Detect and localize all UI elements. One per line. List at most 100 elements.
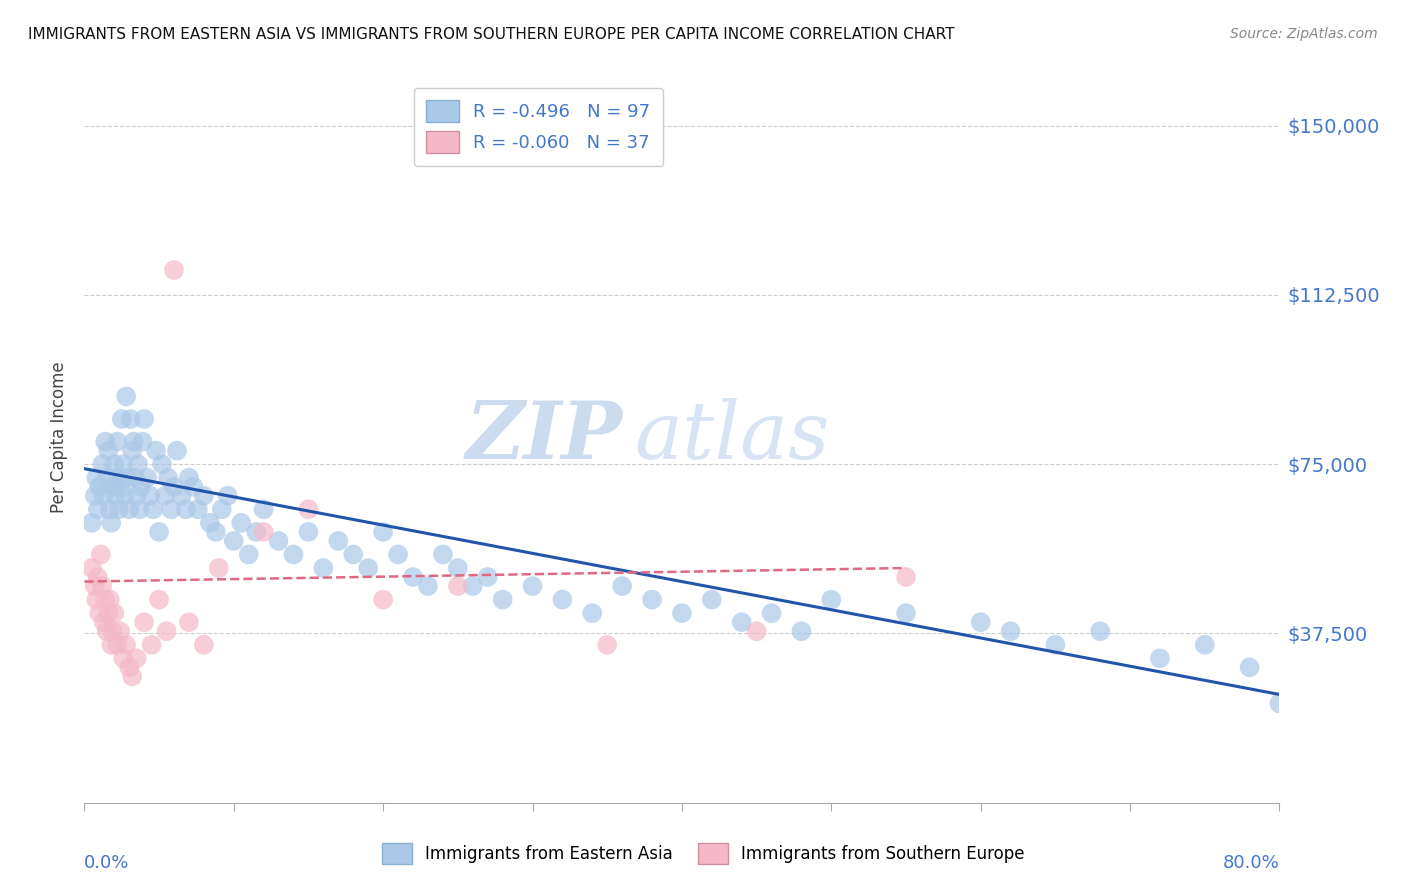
Point — [112, 457, 135, 471]
Point — [731, 615, 754, 630]
Point — [105, 471, 128, 485]
Point — [127, 457, 149, 471]
Point — [111, 412, 134, 426]
Point — [163, 480, 186, 494]
Point — [211, 502, 233, 516]
Point — [1194, 638, 1216, 652]
Point — [121, 669, 143, 683]
Point — [1045, 638, 1067, 652]
Point — [125, 651, 148, 665]
Point — [208, 561, 231, 575]
Point — [115, 389, 138, 403]
Point — [193, 489, 215, 503]
Point — [83, 489, 105, 503]
Point — [131, 434, 153, 449]
Point — [492, 592, 515, 607]
Point — [612, 579, 634, 593]
Point — [101, 624, 124, 639]
Point — [121, 443, 143, 458]
Text: Source: ZipAtlas.com: Source: ZipAtlas.com — [1230, 27, 1378, 41]
Point — [101, 480, 124, 494]
Point — [373, 524, 395, 539]
Point — [83, 579, 105, 593]
Point — [297, 502, 319, 516]
Point — [217, 489, 239, 503]
Point — [297, 524, 319, 539]
Point — [89, 606, 111, 620]
Point — [447, 579, 470, 593]
Point — [94, 434, 117, 449]
Point — [98, 592, 121, 607]
Point — [153, 489, 176, 503]
Point — [166, 443, 188, 458]
Point — [253, 524, 276, 539]
Legend: R = -0.496   N = 97, R = -0.060   N = 37: R = -0.496 N = 97, R = -0.060 N = 37 — [413, 87, 664, 166]
Point — [118, 502, 141, 516]
Point — [745, 624, 768, 639]
Point — [86, 471, 108, 485]
Point — [1000, 624, 1022, 639]
Point — [89, 480, 111, 494]
Point — [671, 606, 693, 620]
Point — [139, 489, 162, 503]
Point — [124, 471, 146, 485]
Point — [87, 502, 110, 516]
Point — [120, 412, 142, 426]
Point — [373, 592, 395, 607]
Point — [160, 502, 183, 516]
Point — [122, 434, 145, 449]
Point — [187, 502, 209, 516]
Text: IMMIGRANTS FROM EASTERN ASIA VS IMMIGRANTS FROM SOUTHERN EUROPE PER CAPITA INCOM: IMMIGRANTS FROM EASTERN ASIA VS IMMIGRAN… — [28, 27, 955, 42]
Point — [231, 516, 253, 530]
Point — [150, 457, 173, 471]
Point — [522, 579, 544, 593]
Point — [148, 592, 170, 607]
Point — [1239, 660, 1261, 674]
Point — [1149, 651, 1171, 665]
Text: ZIP: ZIP — [465, 399, 623, 475]
Point — [700, 592, 723, 607]
Point — [790, 624, 813, 639]
Point — [96, 624, 118, 639]
Point — [136, 471, 159, 485]
Point — [112, 651, 135, 665]
Point — [432, 548, 454, 562]
Point — [198, 516, 221, 530]
Point — [105, 638, 128, 652]
Text: 0.0%: 0.0% — [84, 854, 129, 872]
Point — [98, 502, 121, 516]
Point — [103, 457, 125, 471]
Point — [87, 570, 110, 584]
Legend: Immigrants from Eastern Asia, Immigrants from Southern Europe: Immigrants from Eastern Asia, Immigrants… — [375, 837, 1031, 871]
Point — [894, 570, 917, 584]
Text: atlas: atlas — [634, 399, 830, 475]
Point — [253, 502, 276, 516]
Point — [155, 624, 177, 639]
Text: 80.0%: 80.0% — [1223, 854, 1279, 872]
Point — [100, 516, 122, 530]
Point — [170, 489, 193, 503]
Point — [312, 561, 335, 575]
Point — [183, 480, 205, 494]
Point — [1090, 624, 1112, 639]
Point — [96, 471, 118, 485]
Point — [245, 524, 267, 539]
Point — [357, 561, 380, 575]
Point — [402, 570, 425, 584]
Point — [970, 615, 993, 630]
Point — [97, 606, 120, 620]
Point — [142, 502, 165, 516]
Point — [110, 624, 132, 639]
Point — [93, 615, 115, 630]
Point — [416, 579, 439, 593]
Point — [328, 533, 350, 548]
Point — [145, 443, 167, 458]
Point — [174, 502, 197, 516]
Point — [90, 548, 112, 562]
Point — [581, 606, 603, 620]
Point — [447, 561, 470, 575]
Point — [91, 579, 114, 593]
Point — [761, 606, 783, 620]
Point — [117, 471, 139, 485]
Point — [267, 533, 290, 548]
